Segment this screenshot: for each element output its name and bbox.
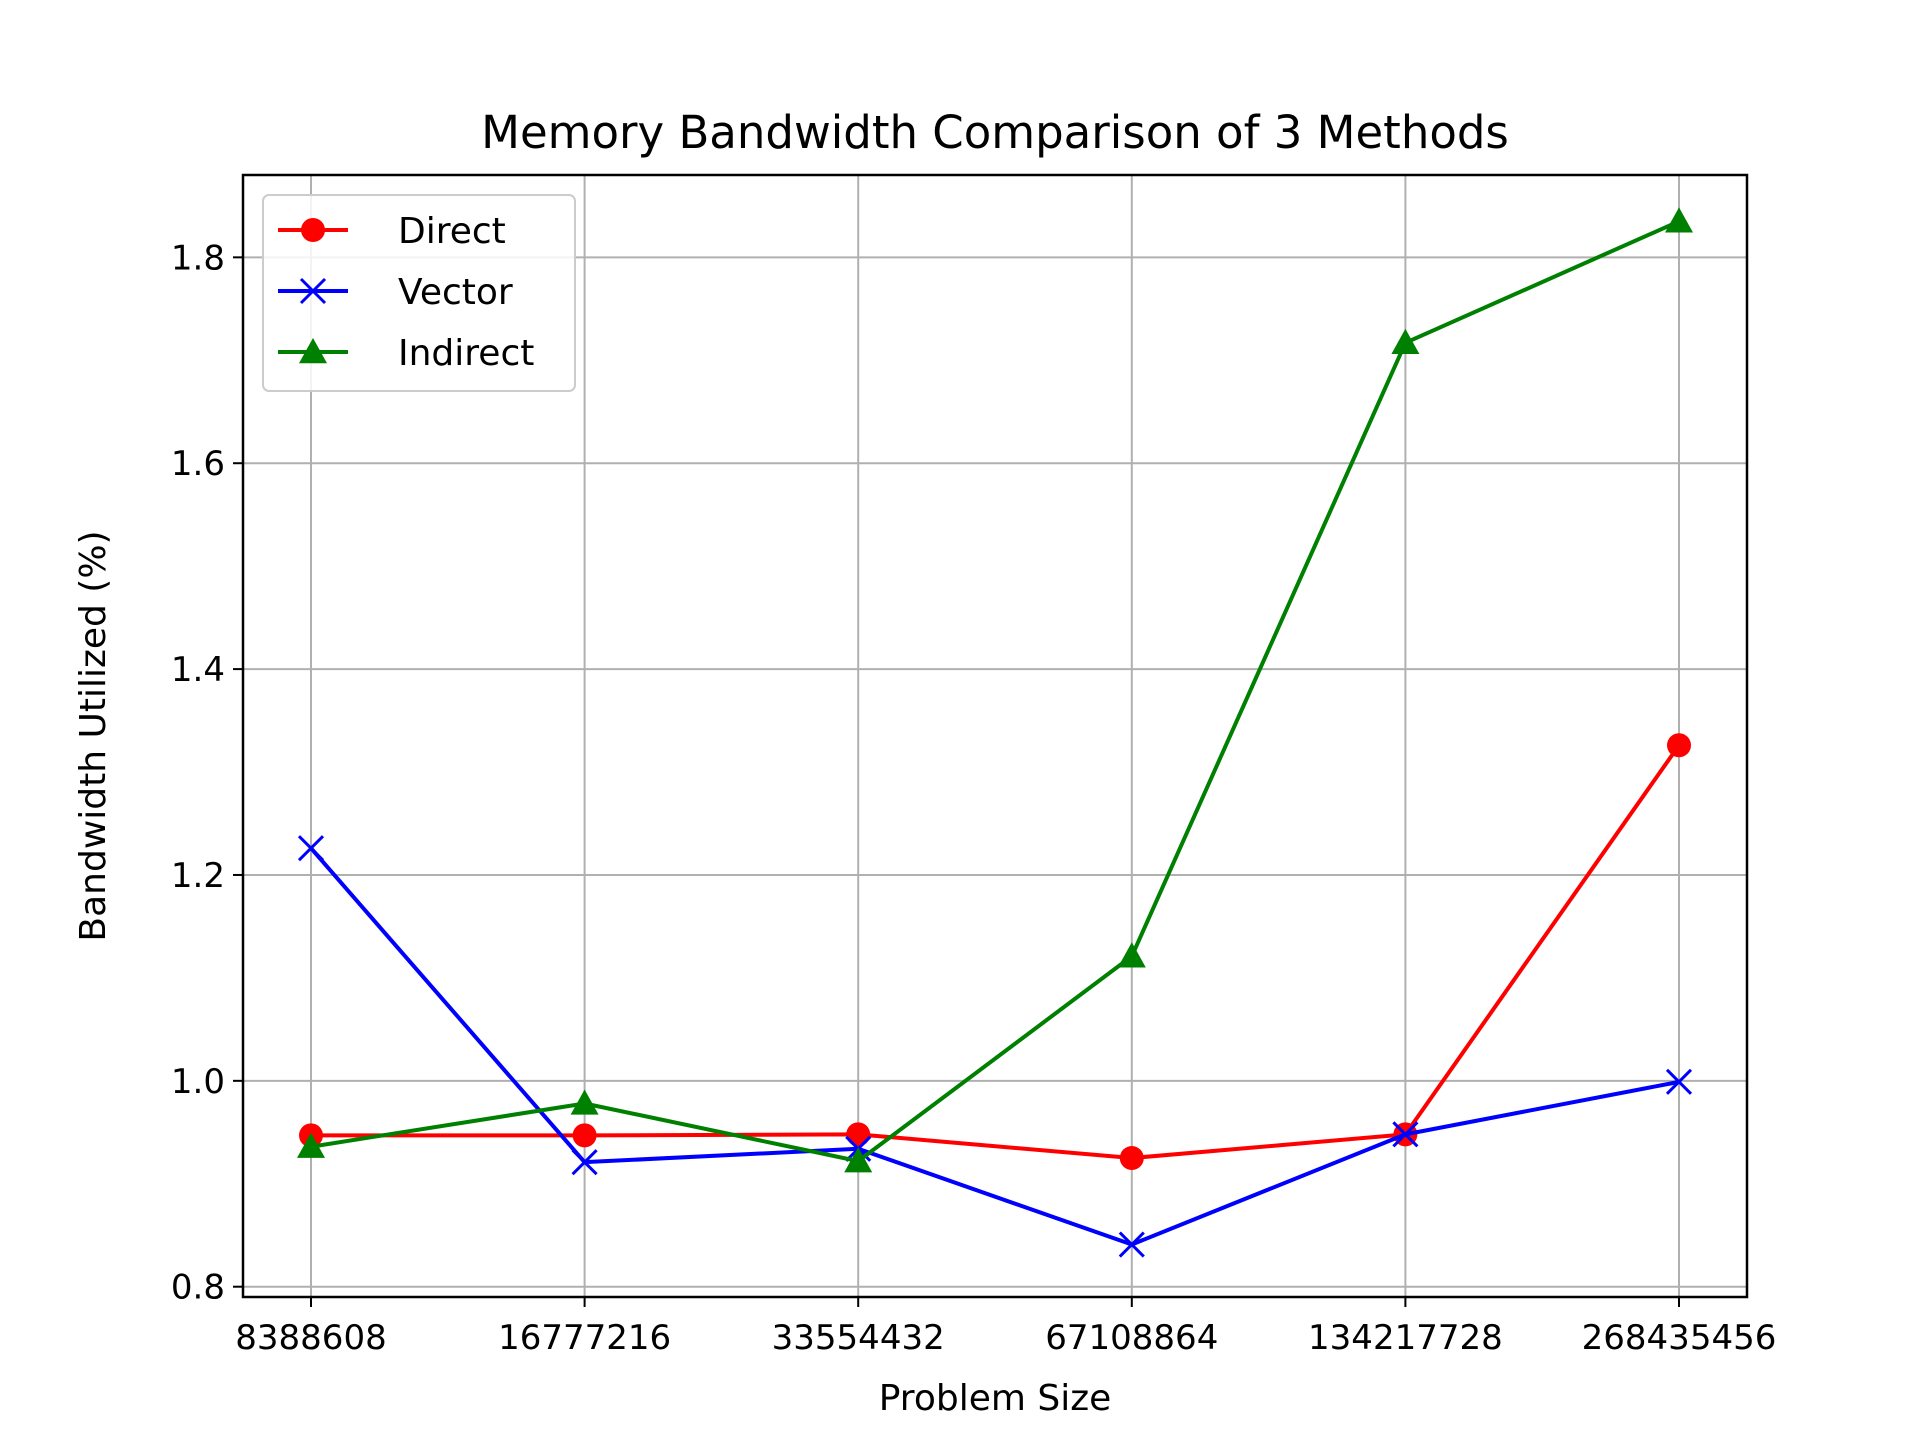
series-indirect — [297, 207, 1693, 1173]
x-axis-title: Problem Size — [879, 1378, 1112, 1419]
data-point-indirect — [1665, 207, 1693, 233]
x-tick-label: 33554432 — [772, 1318, 945, 1358]
data-point-vector — [1392, 1121, 1419, 1148]
data-point-indirect — [570, 1089, 599, 1115]
y-tick-label: 1.0 — [171, 1062, 225, 1102]
legend-marker-direct — [301, 218, 325, 242]
legend-label-direct: Direct — [398, 211, 506, 252]
y-tick-label: 1.4 — [171, 650, 225, 690]
data-point-vector — [1665, 1068, 1693, 1095]
y-axis-title: Bandwidth Utilized (%) — [73, 530, 114, 941]
data-point-indirect — [1117, 942, 1146, 968]
legend: Direct Vector Indirect — [262, 194, 576, 392]
data-point-direct — [572, 1123, 597, 1148]
data-point-indirect — [844, 1147, 873, 1173]
plot-frame — [241, 173, 1749, 1299]
series-line-indirect — [310, 219, 1680, 1164]
data-point-indirect — [297, 1132, 325, 1158]
data-point-direct — [1119, 1146, 1144, 1171]
legend-label-indirect: Indirect — [398, 333, 534, 374]
legend-marker-vector — [299, 277, 327, 305]
chart-title: Memory Bandwidth Comparison of 3 Methods — [481, 106, 1509, 159]
legend-box — [262, 194, 576, 392]
y-tick-label: 1.2 — [171, 856, 225, 896]
x-tick-label: 16777216 — [498, 1318, 671, 1358]
data-point-indirect — [1391, 328, 1420, 354]
legend-marker-indirect — [299, 338, 327, 364]
plot-series — [297, 207, 1693, 1258]
data-point-direct — [846, 1122, 871, 1147]
series-line-direct — [311, 744, 1681, 1161]
y-tick-label: 0.8 — [171, 1268, 225, 1308]
x-tick-label: 134217728 — [1308, 1318, 1503, 1358]
data-point-vector — [297, 835, 325, 862]
data-point-direct — [1667, 733, 1691, 758]
y-tick-label: 1.6 — [171, 444, 225, 484]
legend-label-vector: Vector — [398, 272, 513, 313]
x-tick-label: 67108864 — [1045, 1318, 1218, 1358]
y-tick-label: 1.8 — [171, 238, 225, 278]
grid — [243, 175, 1747, 1297]
x-tick-label: 8388608 — [235, 1318, 386, 1358]
axis-ticks: 8388608 16777216 33554432 67108864 134217728… — [171, 238, 1776, 1358]
x-tick-label: 268435456 — [1582, 1318, 1777, 1358]
data-point-vector — [1118, 1231, 1145, 1258]
data-point-vector — [571, 1149, 598, 1176]
